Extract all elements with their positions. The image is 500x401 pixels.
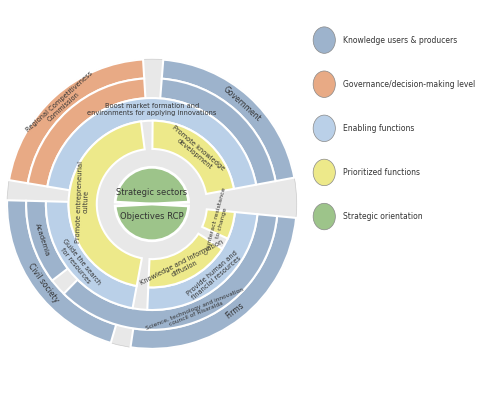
Circle shape xyxy=(313,203,336,230)
Text: Governance/decision-making level: Governance/decision-making level xyxy=(343,80,475,89)
Circle shape xyxy=(313,27,336,53)
Wedge shape xyxy=(64,214,277,330)
Circle shape xyxy=(313,71,336,97)
Text: Knowledge and information
diffusion: Knowledge and information diffusion xyxy=(140,239,228,292)
Text: Firms: Firms xyxy=(224,300,246,320)
Wedge shape xyxy=(152,121,234,194)
Circle shape xyxy=(313,159,336,186)
Text: Objectives RCP: Objectives RCP xyxy=(120,212,184,221)
Text: Prioritized functions: Prioritized functions xyxy=(343,168,420,177)
Wedge shape xyxy=(7,200,116,343)
Wedge shape xyxy=(115,167,188,204)
Text: Civil society: Civil society xyxy=(26,262,60,305)
Text: Boost market formation and
environments for applying innovations: Boost market formation and environments … xyxy=(87,103,216,116)
Text: Strategic sectors: Strategic sectors xyxy=(116,188,188,196)
Wedge shape xyxy=(46,201,136,308)
Wedge shape xyxy=(68,122,144,286)
Wedge shape xyxy=(162,60,294,181)
Text: Science, technology and innovation
council of Risaralda: Science, technology and innovation counc… xyxy=(144,287,246,336)
Wedge shape xyxy=(48,98,256,190)
Wedge shape xyxy=(202,209,235,239)
Text: Regional Competitiveness
Commission: Regional Competitiveness Commission xyxy=(25,70,99,138)
Wedge shape xyxy=(26,201,68,281)
Text: Knowledge users & producers: Knowledge users & producers xyxy=(343,36,457,45)
Circle shape xyxy=(313,115,336,142)
Wedge shape xyxy=(7,59,296,349)
Text: Government: Government xyxy=(222,85,263,123)
Wedge shape xyxy=(148,212,258,310)
Wedge shape xyxy=(115,204,188,241)
Text: Enabling functions: Enabling functions xyxy=(343,124,414,133)
Wedge shape xyxy=(160,79,276,185)
Wedge shape xyxy=(28,79,146,186)
Text: Promote entrepreneurial
culture: Promote entrepreneurial culture xyxy=(75,160,90,243)
Text: Provide human and
financial resources: Provide human and financial resources xyxy=(186,249,243,302)
Text: Counteract resistance
to change: Counteract resistance to change xyxy=(204,187,233,257)
Text: Academia: Academia xyxy=(34,223,50,257)
Wedge shape xyxy=(130,216,296,349)
Wedge shape xyxy=(9,59,144,183)
Text: Guide the search
for resources: Guide the search for resources xyxy=(56,237,102,290)
Text: Promote knowledge
development: Promote knowledge development xyxy=(167,125,226,177)
Wedge shape xyxy=(148,234,222,288)
Text: Strategic orientation: Strategic orientation xyxy=(343,212,422,221)
